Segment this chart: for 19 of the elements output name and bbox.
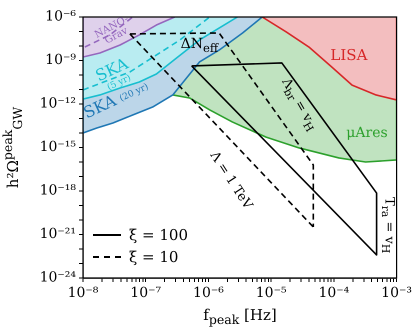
x-tick-label: 10⁻⁵	[256, 285, 287, 302]
annotation: SKA	[80, 90, 119, 122]
y-tick-label: 10⁻⁶	[45, 8, 76, 25]
legend-label: ξ = 100	[129, 226, 188, 244]
y-tick-label: 10⁻¹²	[40, 96, 76, 112]
y-tick-label: 10⁻¹⁵	[40, 139, 76, 156]
annotation: μAres	[346, 124, 388, 141]
y-tick-label: 10⁻²⁴	[40, 270, 76, 286]
y-tick-label: 10⁻²¹	[40, 226, 76, 242]
x-tick-label: 10⁻⁶	[193, 285, 224, 302]
legend-label: ξ = 10	[129, 248, 178, 266]
x-tick-label: 10⁻⁴	[318, 285, 350, 302]
x-tick-label: 10⁻³	[381, 285, 412, 302]
x-axis-title: f$_{peak}$ [Hz]	[203, 306, 277, 327]
y-tick-label: 10⁻¹⁸	[40, 182, 76, 199]
y-tick-label: 10⁻⁹	[45, 52, 76, 68]
annotation: LISA	[330, 46, 368, 64]
x-tick-label: 10⁻⁷	[130, 285, 162, 302]
x-tick-label: 10⁻⁸	[68, 285, 99, 302]
